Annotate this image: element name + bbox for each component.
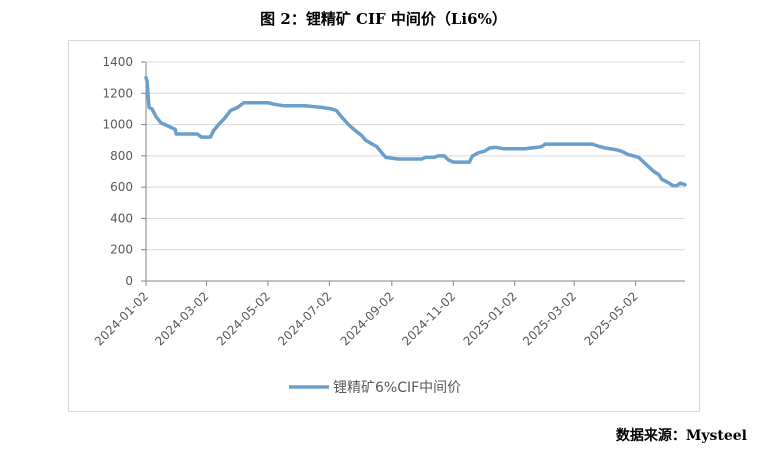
legend-label: 锂精矿6%CIF中间价: [333, 380, 461, 396]
series-line: [144, 75, 687, 188]
grid-layer: [146, 61, 685, 251]
y-tick-label: 1000: [102, 118, 133, 132]
x-tick-label: 2024-07-02: [275, 289, 334, 348]
y-tick-label: 0: [125, 274, 133, 288]
source-note: 数据来源：Mysteel: [615, 428, 747, 444]
x-tick-label: 2024-03-02: [152, 289, 211, 348]
y-tick-label: 200: [110, 243, 133, 257]
chart-frame: 0 200 400 600 800 1000 1200 1400 2024-01-02 2024-…: [68, 40, 700, 412]
y-tick-label: 600: [110, 180, 133, 194]
x-tick-label: 2024-11-02: [399, 289, 458, 348]
legend: 锂精矿6%CIF中间价: [289, 380, 461, 396]
x-tick-label: 2024-01-02: [92, 289, 151, 348]
x-tick-label: 2025-01-02: [461, 289, 520, 348]
x-tick-label: 2025-05-02: [582, 289, 641, 348]
series-layer: [144, 75, 687, 188]
figure-title: 图 2：锂精矿 CIF 中间价（Li6%）: [260, 10, 507, 28]
x-tick-label: 2024-09-02: [338, 289, 397, 348]
y-tick-label: 1200: [102, 86, 133, 100]
y-tick-label: 1400: [102, 55, 133, 69]
y-tick-label: 800: [110, 149, 133, 163]
y-tick-label: 400: [110, 211, 133, 225]
x-tick-label: 2024-05-02: [214, 289, 273, 348]
x-tick-label: 2025-03-02: [520, 289, 579, 348]
